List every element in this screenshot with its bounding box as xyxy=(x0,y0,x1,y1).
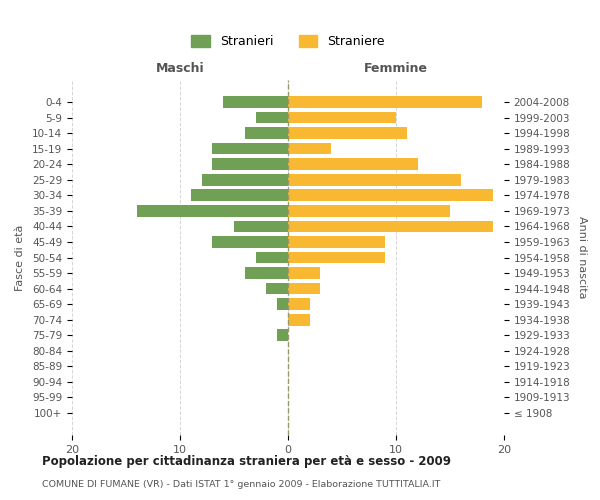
Bar xyxy=(288,252,385,264)
Bar xyxy=(288,143,331,154)
Bar xyxy=(212,236,288,248)
Bar xyxy=(212,143,288,154)
Text: Maschi: Maschi xyxy=(155,62,205,75)
Bar xyxy=(288,112,396,124)
Bar xyxy=(277,298,288,310)
Bar xyxy=(288,236,385,248)
Bar xyxy=(256,252,288,264)
Bar xyxy=(223,96,288,108)
Bar xyxy=(288,314,310,326)
Y-axis label: Anni di nascita: Anni di nascita xyxy=(577,216,587,298)
Bar xyxy=(288,96,482,108)
Bar xyxy=(288,190,493,201)
Bar xyxy=(288,298,310,310)
Bar xyxy=(288,205,450,216)
Legend: Stranieri, Straniere: Stranieri, Straniere xyxy=(186,30,390,54)
Text: Popolazione per cittadinanza straniera per età e sesso - 2009: Popolazione per cittadinanza straniera p… xyxy=(42,455,451,468)
Bar xyxy=(245,127,288,139)
Bar xyxy=(191,190,288,201)
Bar xyxy=(288,283,320,294)
Bar xyxy=(202,174,288,186)
Bar xyxy=(288,127,407,139)
Bar xyxy=(137,205,288,216)
Text: COMUNE DI FUMANE (VR) - Dati ISTAT 1° gennaio 2009 - Elaborazione TUTTITALIA.IT: COMUNE DI FUMANE (VR) - Dati ISTAT 1° ge… xyxy=(42,480,440,489)
Bar xyxy=(277,330,288,341)
Bar xyxy=(266,283,288,294)
Bar xyxy=(234,220,288,232)
Bar xyxy=(245,267,288,279)
Bar xyxy=(212,158,288,170)
Bar xyxy=(288,174,461,186)
Bar xyxy=(288,158,418,170)
Bar xyxy=(288,267,320,279)
Bar xyxy=(256,112,288,124)
Y-axis label: Fasce di età: Fasce di età xyxy=(15,224,25,290)
Bar xyxy=(288,220,493,232)
Text: Femmine: Femmine xyxy=(364,62,428,75)
